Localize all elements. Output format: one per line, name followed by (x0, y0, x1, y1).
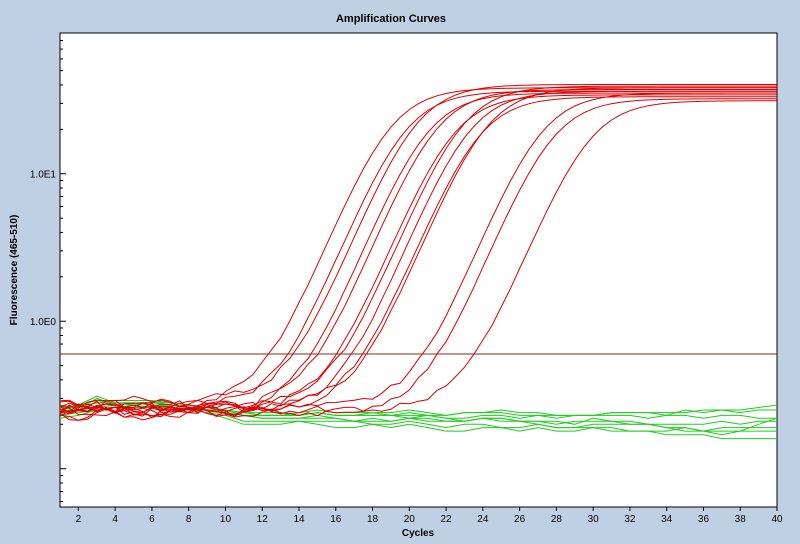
x-tick-label: 36 (698, 514, 710, 525)
positive-curve[interactable] (59, 96, 777, 415)
x-tick-label: 14 (293, 514, 305, 525)
x-tick-label: 22 (441, 514, 453, 525)
x-tick-label: 34 (661, 514, 673, 525)
x-tick-label: 2 (76, 514, 82, 525)
x-tick-label: 40 (771, 514, 783, 525)
chart-title: Amplification Curves (336, 13, 446, 25)
x-tick-label: 10 (220, 514, 232, 525)
positive-curve[interactable] (59, 94, 777, 418)
x-tick-label: 6 (149, 514, 155, 525)
positive-curve[interactable] (59, 85, 777, 413)
positive-curve[interactable] (59, 98, 777, 421)
x-tick-label: 16 (330, 514, 342, 525)
x-tick-label: 12 (257, 514, 269, 525)
x-tick-label: 8 (186, 514, 192, 525)
x-tick-label: 4 (112, 514, 118, 525)
x-tick-label: 20 (404, 514, 416, 525)
x-tick-label: 26 (514, 514, 526, 525)
x-tick-label: 24 (477, 514, 489, 525)
x-tick-label: 18 (367, 514, 379, 525)
x-axis-label: Cycles (402, 528, 435, 539)
positive-curve[interactable] (59, 92, 777, 414)
x-tick-label: 38 (735, 514, 747, 525)
x-tick-label: 30 (588, 514, 600, 525)
y-axis-label: Fluorescence (465-510) (9, 215, 20, 326)
y-tick-label: 1.0E0 (30, 317, 57, 328)
positive-curve[interactable] (59, 87, 777, 418)
axis-layer: 2 4 6 8 10 12 14 16 18 20 22 24 26 28 30 32 34 36 38 401.0E… (30, 170, 783, 525)
series-layer (59, 84, 778, 440)
x-tick-label: 32 (624, 514, 636, 525)
negative-curve[interactable] (59, 399, 777, 419)
x-tick-label: 28 (551, 514, 563, 525)
positive-curve[interactable] (59, 100, 777, 417)
plot-area (59, 32, 778, 508)
y-tick-label: 1.0E1 (30, 170, 57, 181)
